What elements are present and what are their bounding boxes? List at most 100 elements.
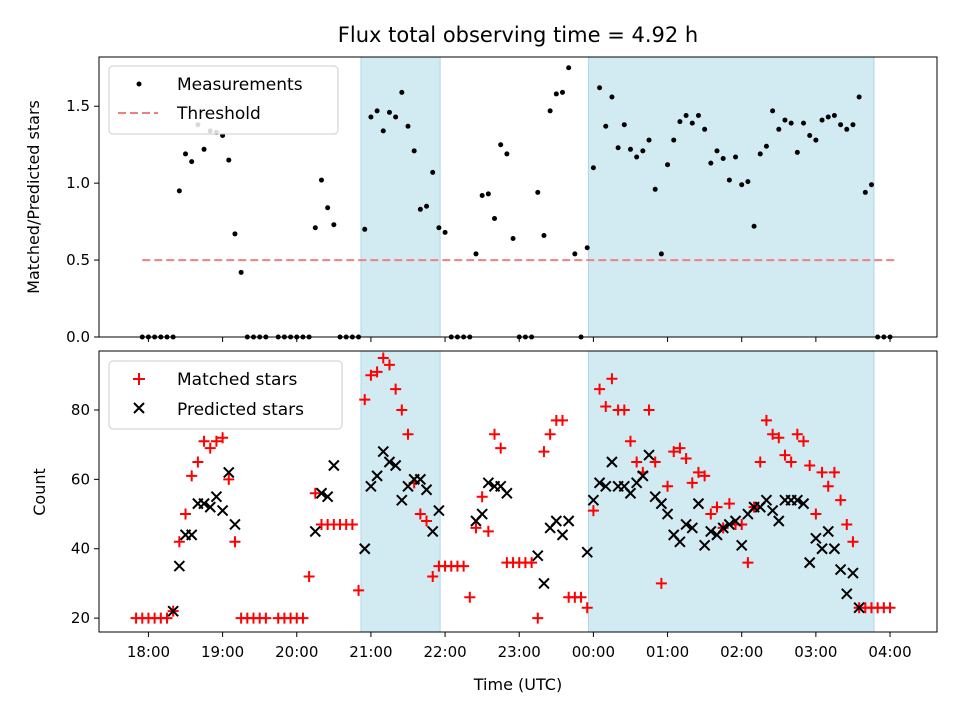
measurement-point <box>572 251 578 257</box>
predicted-point <box>396 494 408 506</box>
matched-point <box>161 612 173 624</box>
shaded-interval <box>587 350 875 633</box>
matched-point <box>662 480 674 492</box>
measurement-point <box>739 182 745 188</box>
matched-point <box>427 570 439 582</box>
predicted-point <box>482 477 495 489</box>
matched-point <box>798 435 810 447</box>
measurement-point <box>615 145 621 151</box>
measurement-point <box>627 146 633 152</box>
shaded-interval <box>360 56 441 338</box>
measurement-point <box>819 117 825 123</box>
matched-point <box>260 612 272 624</box>
predicted-point <box>414 473 427 486</box>
predicted-point <box>600 480 612 493</box>
measurement-point <box>417 206 423 212</box>
measurement-point <box>801 120 807 126</box>
matched-point <box>359 394 371 406</box>
matched-point <box>841 518 853 530</box>
matched-point <box>594 383 606 395</box>
measurement-point <box>590 165 596 171</box>
predicted-point <box>773 515 785 527</box>
matched-point <box>754 456 766 468</box>
matched-point <box>791 428 803 440</box>
matched-point <box>482 525 494 537</box>
predicted-point <box>365 480 377 493</box>
measurement-point <box>183 151 189 157</box>
matched-point <box>217 432 229 444</box>
predicted-point <box>210 490 223 503</box>
matched-point <box>618 404 630 416</box>
matched-point <box>526 557 538 569</box>
measurement-point <box>658 251 664 257</box>
matched-point <box>377 352 389 364</box>
matched-point <box>822 480 834 492</box>
measurement-point <box>424 203 430 209</box>
measurement-point <box>318 177 324 183</box>
x-tick-label: 01:00 <box>646 643 689 661</box>
measurement-point <box>708 160 714 166</box>
matched-point <box>371 366 383 378</box>
matched-point <box>631 456 643 468</box>
top-legend-box <box>108 65 339 135</box>
predicted-point <box>328 459 340 472</box>
measurement-point <box>733 154 739 160</box>
measurement-point <box>665 162 671 168</box>
predicted-point <box>692 497 705 510</box>
predicted-point <box>427 525 439 538</box>
measurement-point <box>794 149 800 155</box>
matched-point <box>192 456 204 468</box>
measurement-point <box>535 189 541 195</box>
predicted-point <box>371 470 383 482</box>
measurement-point <box>652 186 658 192</box>
measurement-point <box>757 151 763 157</box>
measurement-point <box>362 226 368 232</box>
matched-point <box>686 477 698 489</box>
matched-point <box>680 453 692 465</box>
matched-point <box>847 536 859 548</box>
predicted-point <box>810 532 822 545</box>
predicted-point <box>501 487 513 499</box>
measurement-point <box>393 114 399 120</box>
measurement-point <box>399 89 405 95</box>
top-shaded-regions <box>360 56 875 338</box>
measurement-point <box>584 245 590 251</box>
matched-point <box>383 359 395 371</box>
measurement-point <box>510 236 516 242</box>
measurement-point <box>689 120 695 126</box>
measurement-point <box>745 179 751 185</box>
top-panel: 0.0 0.5 1.0 1.5 Matched/Predicted stars Mea… <box>24 56 938 346</box>
predicted-point <box>606 456 618 468</box>
predicted-point <box>167 605 179 617</box>
matched-point <box>464 591 476 603</box>
predicted-point <box>581 546 593 558</box>
predicted-point <box>803 556 816 569</box>
measurement-point <box>782 117 788 123</box>
predicted-point <box>766 504 779 517</box>
y-tick-label: 60 <box>71 470 90 488</box>
predicted-point <box>705 525 717 538</box>
predicted-point <box>593 477 606 489</box>
predicted-point <box>637 470 649 482</box>
matched-point <box>556 414 568 426</box>
x-tick-label: 03:00 <box>794 643 837 661</box>
predicted-point <box>185 529 198 541</box>
measurement-point <box>368 114 374 120</box>
matched-point <box>353 584 365 596</box>
measurement-point <box>176 188 182 194</box>
matched-point <box>668 446 680 458</box>
matched-point <box>760 414 772 426</box>
x-axis-label: Time (UTC) <box>473 675 562 694</box>
predicted-point <box>433 504 445 517</box>
measurement-point <box>634 154 640 160</box>
matched-legend-marker <box>133 373 145 385</box>
measurement-point <box>862 189 868 195</box>
predicted-point <box>760 494 773 506</box>
measurement-point <box>485 191 491 197</box>
measurement-point <box>788 120 794 126</box>
predicted-legend-marker <box>133 402 145 414</box>
predicted-point <box>828 543 841 555</box>
measurement-point <box>566 65 572 71</box>
matched-point <box>229 536 241 548</box>
matched-point <box>402 428 414 440</box>
